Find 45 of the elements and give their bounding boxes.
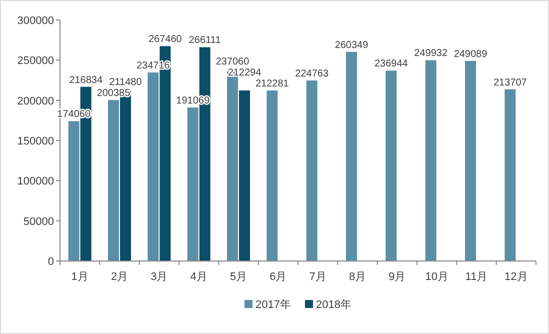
legend-label: 2018年 — [316, 299, 352, 311]
bar — [306, 80, 318, 261]
data-label: 260349 — [334, 40, 369, 51]
data-label: 249932 — [414, 48, 448, 60]
x-tick-label: 8月 — [348, 271, 366, 283]
y-tick-label: 250000 — [17, 55, 54, 68]
data-label: 237060 — [216, 56, 250, 68]
y-tick-label: 300000 — [17, 15, 54, 27]
y-tick-label: 50000 — [23, 216, 54, 228]
bar — [425, 60, 436, 261]
data-label: 213707 — [493, 77, 528, 88]
x-tick-label: 2月 — [110, 271, 128, 283]
y-tick-label: 0 — [48, 256, 54, 268]
y-tick-label: 100000 — [17, 176, 54, 188]
x-tick-label: 11月 — [465, 271, 488, 283]
x-tick-label: 1月 — [71, 271, 88, 283]
bar — [386, 70, 397, 261]
data-label: 211480 — [109, 77, 142, 88]
x-tick-label: 4月 — [190, 271, 208, 283]
bar — [465, 60, 476, 261]
bar — [148, 72, 159, 261]
x-tick-label: 9月 — [388, 271, 406, 283]
bar — [68, 121, 80, 261]
data-label: 249089 — [454, 48, 488, 60]
x-tick-label: 6月 — [270, 271, 287, 283]
data-label: 236944 — [374, 58, 408, 70]
bar — [108, 100, 119, 261]
bar — [239, 90, 250, 261]
bar — [266, 90, 278, 261]
data-label: 267460 — [148, 34, 182, 46]
data-label: 224763 — [295, 68, 329, 80]
data-label: 212281 — [255, 78, 290, 90]
x-tick-label: 10月 — [425, 271, 448, 283]
legend-label: 2017年 — [256, 299, 291, 311]
y-tick-label: 200000 — [17, 95, 54, 108]
data-label: 216834 — [69, 74, 103, 86]
x-tick-label: 12月 — [504, 271, 528, 283]
y-tick-label: 150000 — [17, 136, 54, 148]
bar — [187, 108, 198, 261]
x-tick-label: 5月 — [230, 271, 248, 283]
bar — [504, 89, 516, 261]
data-label: 266111 — [188, 35, 222, 46]
x-tick-label: 3月 — [150, 271, 168, 283]
bar — [346, 52, 357, 261]
x-tick-label: 7月 — [309, 271, 326, 283]
